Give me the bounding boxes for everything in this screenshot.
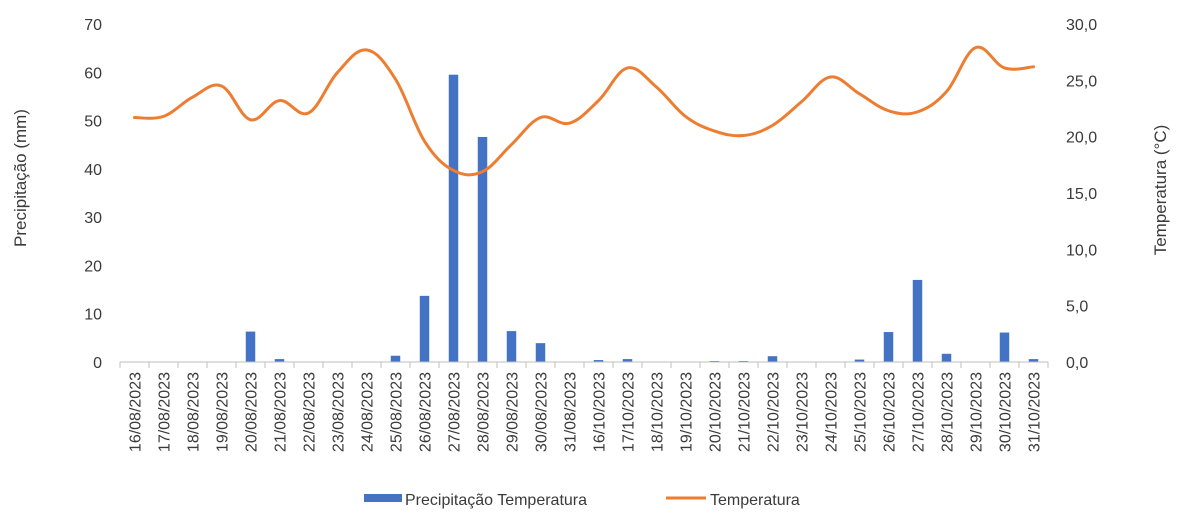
precipitation-bar bbox=[274, 359, 285, 362]
x-tick-label: 20/10/2023 bbox=[708, 372, 725, 452]
right-tick-label: 0,0 bbox=[1066, 355, 1088, 372]
precipitation-bar bbox=[941, 353, 952, 362]
x-tick-label: 24/08/2023 bbox=[360, 372, 377, 452]
right-tick-label: 10,0 bbox=[1066, 242, 1097, 259]
left-axis-title: Precipitação (mm) bbox=[11, 109, 30, 247]
x-tick-label: 29/08/2023 bbox=[505, 372, 522, 452]
x-tick-label: 30/10/2023 bbox=[998, 372, 1015, 452]
precipitation-bar bbox=[448, 74, 459, 362]
x-tick-label: 26/10/2023 bbox=[882, 372, 899, 452]
precipitation-bar bbox=[419, 295, 430, 362]
x-tick-label: 28/10/2023 bbox=[940, 372, 957, 452]
x-tick-label: 17/08/2023 bbox=[157, 372, 174, 452]
x-tick-label: 23/08/2023 bbox=[331, 372, 348, 452]
precipitation-bar bbox=[390, 355, 401, 362]
left-tick-label: 20 bbox=[84, 258, 102, 275]
left-tick-label: 30 bbox=[84, 210, 102, 227]
x-tick-label: 16/10/2023 bbox=[592, 372, 609, 452]
right-axis-ticks: 0,0 5,0 10,0 15,0 20,0 25,0 30,0 bbox=[1066, 17, 1097, 372]
left-axis-ticks: 0 10 20 30 40 50 60 70 bbox=[84, 17, 102, 372]
precipitation-bar bbox=[245, 331, 256, 362]
precipitation-bar bbox=[622, 359, 633, 362]
x-tick-label: 21/10/2023 bbox=[737, 372, 754, 452]
right-axis-title: Temperatura (°C) bbox=[1151, 125, 1170, 256]
x-tick-label: 25/10/2023 bbox=[853, 372, 870, 452]
precipitation-bar bbox=[767, 356, 778, 362]
x-tick-label: 19/10/2023 bbox=[679, 372, 696, 452]
precipitation-bar bbox=[535, 343, 546, 362]
legend: Precipitação Temperatura Temperatura bbox=[364, 492, 800, 509]
left-tick-label: 70 bbox=[84, 17, 102, 34]
legend-bar-swatch bbox=[364, 494, 402, 502]
x-tick-label: 22/10/2023 bbox=[766, 372, 783, 452]
x-tick-label: 19/08/2023 bbox=[215, 372, 232, 452]
legend-bar-label: Precipitação Temperatura bbox=[405, 492, 587, 509]
x-tick-label: 20/08/2023 bbox=[244, 372, 261, 452]
right-tick-label: 20,0 bbox=[1066, 130, 1097, 147]
x-tick-label: 18/10/2023 bbox=[650, 372, 667, 452]
x-tick-label: 24/10/2023 bbox=[824, 372, 841, 452]
precipitation-bar bbox=[1028, 359, 1039, 362]
x-tick-label: 22/08/2023 bbox=[302, 372, 319, 452]
x-tick-label: 29/10/2023 bbox=[969, 372, 986, 452]
precipitation-bar bbox=[854, 359, 865, 362]
left-tick-label: 0 bbox=[93, 355, 102, 372]
x-tick-label: 31/08/2023 bbox=[563, 372, 580, 452]
x-tick-label: 27/10/2023 bbox=[911, 372, 928, 452]
left-tick-label: 60 bbox=[84, 65, 102, 82]
precipitation-bar bbox=[912, 279, 923, 362]
x-tick-label: 31/10/2023 bbox=[1027, 372, 1044, 452]
x-tick-label: 23/10/2023 bbox=[795, 372, 812, 452]
x-axis-ticks: 16/08/2023 17/08/2023 18/08/2023 19/08/2023… bbox=[119, 362, 1049, 452]
x-tick-label: 17/10/2023 bbox=[621, 372, 638, 452]
x-tick-label: 21/08/2023 bbox=[273, 372, 290, 452]
left-tick-label: 40 bbox=[84, 162, 102, 179]
precipitation-bar bbox=[506, 331, 517, 362]
left-tick-label: 10 bbox=[84, 307, 102, 324]
right-tick-label: 15,0 bbox=[1066, 186, 1097, 203]
legend-line-label: Temperatura bbox=[710, 492, 800, 509]
right-tick-label: 25,0 bbox=[1066, 73, 1097, 90]
right-tick-label: 30,0 bbox=[1066, 17, 1097, 34]
left-tick-label: 50 bbox=[84, 114, 102, 131]
x-tick-label: 26/08/2023 bbox=[418, 372, 435, 452]
x-tick-label: 18/08/2023 bbox=[186, 372, 203, 452]
x-tick-label: 27/08/2023 bbox=[447, 372, 464, 452]
x-tick-label: 25/08/2023 bbox=[389, 372, 406, 452]
x-tick-label: 30/08/2023 bbox=[534, 372, 551, 452]
right-tick-label: 5,0 bbox=[1066, 299, 1088, 316]
precipitation-bar bbox=[593, 360, 604, 362]
x-tick-label: 16/08/2023 bbox=[128, 372, 145, 452]
precipitation-bar bbox=[477, 136, 488, 362]
x-tick-label: 28/08/2023 bbox=[476, 372, 493, 452]
precipitation-bar bbox=[883, 332, 894, 362]
precipitation-bar bbox=[999, 332, 1010, 362]
temperature-line bbox=[133, 45, 1035, 177]
precipitation-bars bbox=[245, 74, 1039, 362]
